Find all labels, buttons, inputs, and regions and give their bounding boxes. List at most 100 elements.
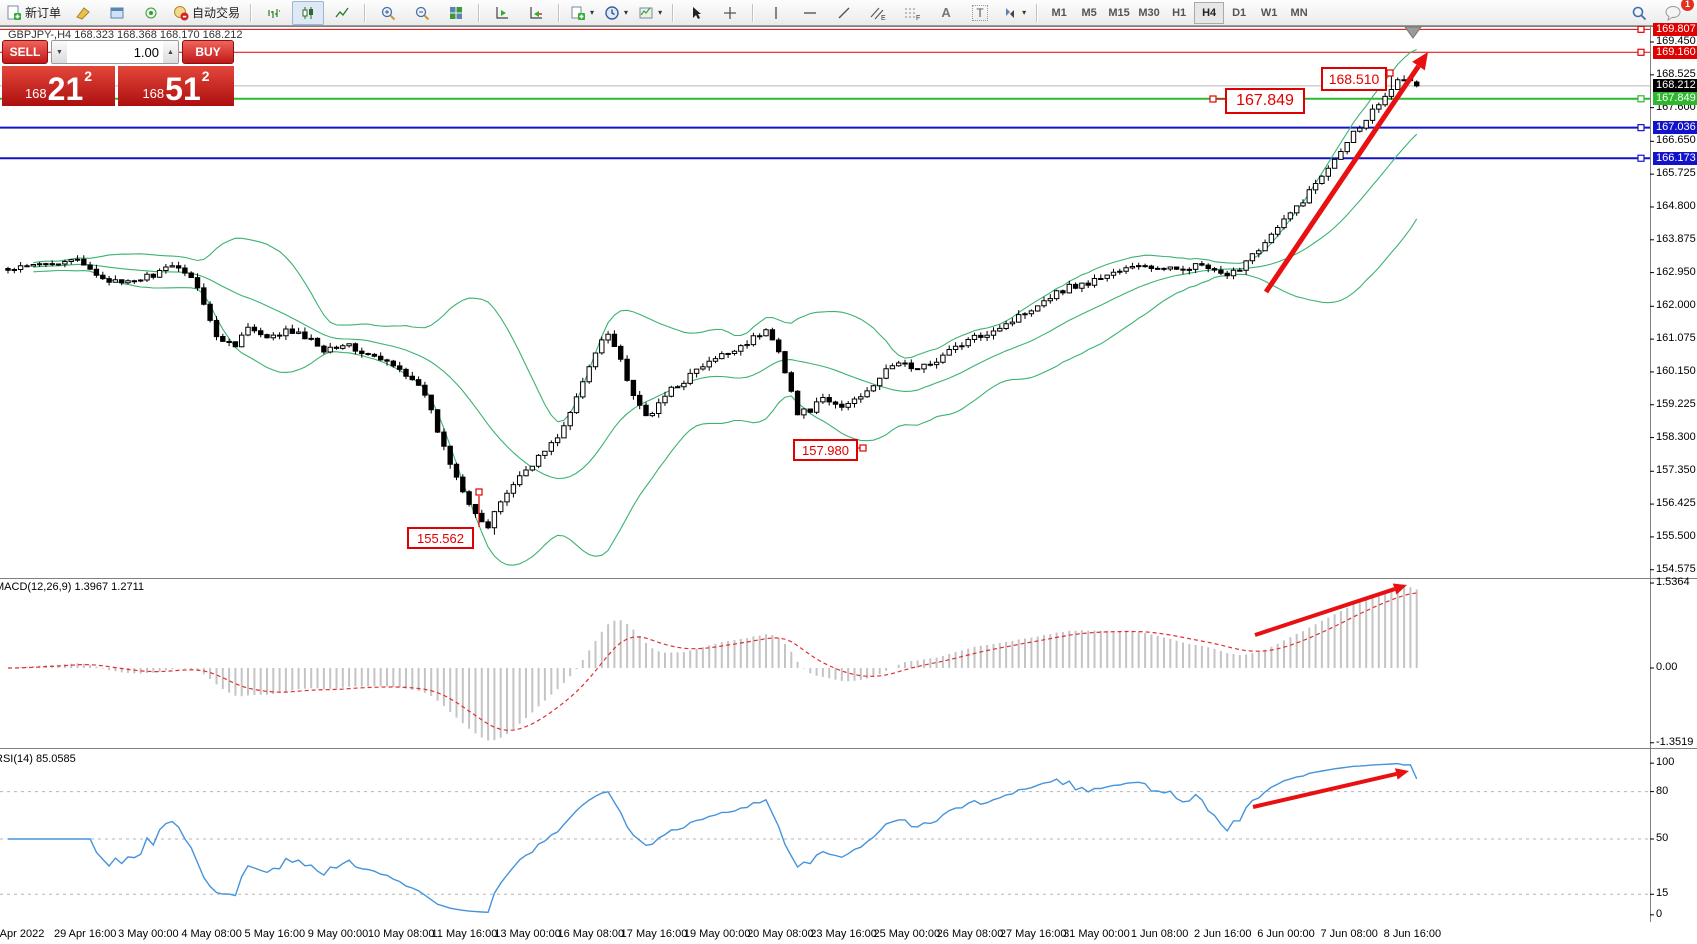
timeframe-button-m15[interactable]: M15 [1108, 6, 1130, 19]
rsi-tick-50: 50 [1656, 832, 1669, 844]
buy-button[interactable]: BUY [182, 40, 234, 64]
auto-trading-button[interactable]: 自动交易 [169, 1, 244, 25]
bollinger-middle-band [33, 133, 1418, 480]
timeframe-button-m5[interactable]: M5 [1081, 6, 1097, 19]
timeframe-button-h1[interactable]: H1 [1172, 6, 1187, 19]
timeframe-button-d1[interactable]: D1 [1232, 6, 1247, 19]
text-button[interactable]: A [930, 1, 962, 25]
main-toolbar: 新订单 自动交易 [0, 0, 1697, 26]
search-button[interactable] [1623, 1, 1655, 25]
metaeditor-button[interactable] [101, 1, 133, 25]
time-label: 19 May 00:00 [683, 928, 751, 940]
horizontal-line-icon [804, 11, 817, 14]
timeframe-button-h4[interactable]: H4 [1194, 1, 1225, 24]
time-label: 16 May 08:00 [557, 928, 625, 940]
sell-price-panel[interactable]: 168 21 2 [2, 66, 115, 106]
price-callout-167849[interactable]: 167.849 [1225, 88, 1305, 114]
price-callout-157980[interactable]: 157.980 [793, 439, 858, 461]
sell-button[interactable]: SELL [2, 40, 48, 64]
price-callout-155562[interactable]: 155.562 [407, 527, 474, 549]
trendline-button[interactable] [828, 1, 860, 25]
timeframe-button-m30[interactable]: M30 [1138, 6, 1160, 19]
price-tick-155.500: 155.500 [1656, 529, 1696, 542]
level-line-anchor [1637, 124, 1645, 132]
fibonacci-icon: F [905, 8, 920, 21]
text-tool-icon: A [941, 5, 951, 20]
volume-decrease-button[interactable]: ▼ [52, 41, 67, 63]
price-tick-165.725: 165.725 [1656, 167, 1696, 180]
zoom-in-icon [381, 6, 396, 20]
fibonacci-button[interactable]: F [896, 1, 928, 25]
bullish-candles [11, 77, 1414, 529]
candlestick-chart-button[interactable] [292, 0, 325, 25]
time-label: 23 May 16:00 [810, 928, 877, 940]
time-axis[interactable]: Apr 2022 29 Apr 16:00 3 May 00:00 4 May 08:… [0, 922, 1697, 944]
level-line-anchor [1637, 48, 1645, 56]
label-tool-icon: T [972, 4, 988, 21]
candlestick-chart-icon [302, 6, 314, 19]
timeframe-button-mn[interactable]: MN [1290, 6, 1308, 19]
zoom-out-button[interactable] [406, 1, 438, 25]
pane-borders [0, 26, 1697, 923]
equidistant-channel-button[interactable]: E [862, 1, 894, 25]
chat-button[interactable]: 1 [1657, 0, 1694, 25]
chisel-icon [76, 6, 90, 20]
vertical-line-icon [775, 6, 777, 19]
time-label: Apr 2022 [0, 928, 45, 940]
bar-chart-button[interactable] [258, 1, 290, 25]
gray-marker-arrow [1404, 26, 1422, 39]
zoom-in-button[interactable] [372, 1, 404, 25]
buy-price-prefix: 168 [142, 86, 165, 101]
buy-price-panel[interactable]: 168 51 2 [118, 66, 234, 106]
timeframe-button-m1[interactable]: M1 [1051, 6, 1067, 19]
price-tick-158.300: 158.300 [1656, 430, 1696, 443]
rsi-tick-0: 0 [1656, 907, 1663, 920]
trend-arrow-price[interactable] [1263, 64, 1421, 294]
toolbar-separator [672, 3, 675, 22]
price-tick-154.575: 154.575 [1656, 562, 1696, 575]
price-tick-156.425: 156.425 [1656, 497, 1696, 510]
cursor-button[interactable] [680, 1, 712, 25]
indicators-icon [571, 6, 586, 20]
chart-window[interactable]: GBPJPY-,H4 168.323 168.368 168.170 168.2… [0, 22, 1697, 944]
price-tick-166.650: 166.650 [1656, 134, 1696, 147]
crosshair-button[interactable] [714, 1, 746, 25]
volume-input[interactable] [67, 41, 163, 63]
periods-button[interactable]: ▾ [600, 1, 632, 25]
timeframe-button-w1[interactable]: W1 [1260, 6, 1278, 19]
volume-stepper: ▼ ▲ [51, 40, 179, 64]
chart-shift-button[interactable] [520, 1, 552, 25]
rsi-indicator-label: RSI(14) 85.0585 [0, 753, 76, 765]
bollinger-upper-band [33, 48, 1417, 423]
line-chart-button[interactable] [326, 1, 358, 25]
svg-text:E: E [881, 15, 886, 21]
arrows-button[interactable]: ▾ [998, 1, 1030, 25]
price-tick-160.150: 160.150 [1656, 364, 1696, 377]
text-label-button[interactable]: T [964, 1, 996, 25]
price-tick-162.000: 162.000 [1656, 299, 1696, 312]
indicators-button[interactable]: ▾ [566, 1, 598, 25]
new-order-button[interactable]: 新订单 [2, 1, 65, 25]
vertical-line-button[interactable] [760, 1, 792, 25]
tile-windows-button[interactable] [440, 1, 472, 25]
macd-tick-0.00: 0.00 [1656, 661, 1678, 673]
history-center-button[interactable] [67, 1, 99, 25]
toolbar-separator [558, 3, 561, 22]
time-label: 5 May 16:00 [244, 928, 306, 940]
alerts-button[interactable] [135, 1, 167, 25]
macd-signal-line [8, 592, 1417, 731]
trend-arrow-rsi[interactable] [1252, 771, 1397, 809]
volume-increase-button[interactable]: ▲ [163, 41, 178, 63]
symbol-info-line: GBPJPY-,H4 168.323 168.368 168.170 168.2… [8, 29, 243, 41]
dropdown-arrow-icon: ▾ [658, 8, 663, 17]
auto-scroll-button[interactable] [486, 1, 518, 25]
templates-button[interactable]: ▾ [634, 1, 666, 25]
time-label: 11 May 16:00 [431, 928, 498, 940]
horizontal-line-button[interactable] [794, 1, 826, 25]
level-line-anchor [1637, 95, 1645, 103]
shapes-icon [1006, 7, 1015, 18]
time-label: 29 Apr 16:00 [53, 928, 117, 940]
price-callout-168510[interactable]: 168.510 [1321, 67, 1387, 91]
trend-arrow-macd[interactable] [1254, 587, 1396, 637]
